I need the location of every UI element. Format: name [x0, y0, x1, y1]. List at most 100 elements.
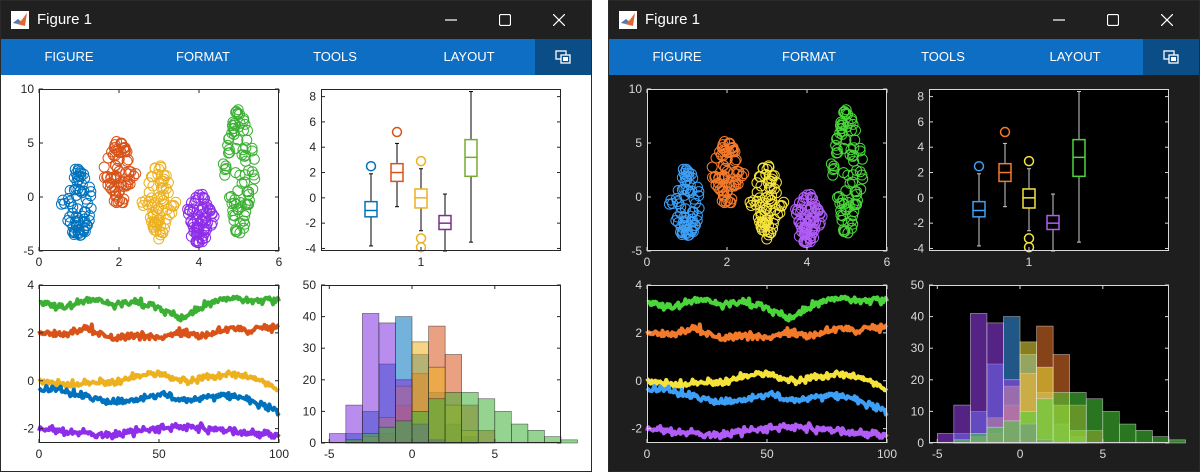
scatter-point	[847, 176, 859, 188]
y-tick-label: 2	[917, 166, 924, 180]
scatter-point	[675, 201, 687, 213]
undock-button[interactable]	[535, 39, 591, 75]
scatter-point	[765, 182, 777, 194]
scatter-point	[806, 192, 818, 204]
y-tick-label: 4	[27, 278, 34, 292]
scatter-point	[682, 185, 694, 197]
scatter-point	[78, 213, 90, 225]
minimize-button[interactable]	[423, 1, 479, 39]
scatter-point	[835, 205, 847, 217]
close-button[interactable]	[531, 1, 587, 39]
tab-layout[interactable]: LAYOUT	[1049, 49, 1101, 64]
line-series	[37, 384, 281, 417]
title-bar[interactable]: Figure 1	[1, 1, 591, 39]
scatter-point	[182, 203, 194, 215]
box-plot	[1072, 91, 1086, 243]
scatter-point	[854, 142, 866, 154]
x-tick-label: 50	[152, 447, 166, 461]
scatter-point	[192, 223, 204, 235]
scatter-point	[831, 144, 843, 156]
scatter-point	[74, 185, 86, 197]
scatter-point	[805, 191, 817, 203]
tab-figure[interactable]: FIGURE	[44, 49, 94, 64]
scatter-point	[236, 149, 248, 161]
scatter-point	[185, 215, 197, 227]
scatter-point	[102, 152, 114, 164]
axes-frame	[929, 89, 1169, 251]
x-tick-label: 0	[409, 447, 416, 461]
scatter-point	[718, 197, 730, 209]
scatter-point	[671, 211, 683, 223]
maximize-button[interactable]	[1085, 1, 1141, 39]
scatter-point	[237, 144, 249, 156]
histogram-bar	[345, 404, 363, 444]
scatter-point	[844, 149, 856, 161]
tab-tools[interactable]: TOOLS	[921, 49, 965, 64]
y-tick-label: -2	[631, 422, 642, 436]
undock-button[interactable]	[1143, 39, 1199, 75]
y-tick-label: 0	[917, 436, 924, 450]
y-tick-label: 0	[27, 374, 34, 388]
scatter-point	[679, 212, 691, 224]
scatter-point	[241, 134, 253, 146]
title-bar[interactable]: Figure 1	[609, 1, 1199, 39]
scatter-series	[98, 136, 142, 209]
scatter-point	[687, 206, 699, 218]
scatter-point	[793, 215, 805, 227]
y-tick-label: 2	[27, 326, 34, 340]
histogram-bar	[970, 433, 988, 444]
scatter-point	[143, 177, 155, 189]
tab-format[interactable]: FORMAT	[782, 49, 836, 64]
scatter-series	[825, 104, 869, 239]
scatter-point	[768, 170, 780, 182]
y-tick-label: 10	[303, 404, 317, 418]
y-tick-label: 40	[911, 310, 925, 324]
y-tick-label: 0	[27, 190, 34, 204]
tab-tools[interactable]: TOOLS	[313, 49, 357, 64]
axes-frame	[39, 285, 279, 443]
scatter-point	[670, 193, 682, 205]
line-series	[37, 421, 281, 441]
tab-layout[interactable]: LAYOUT	[443, 49, 495, 64]
figure-canvas: 0 2 4 6 -5 0 5 10 1 -4 -2 0 2 4 6 8 0 50 100 -2 0 2 4 -5 0 5 0 10 20…	[609, 75, 1199, 471]
scatter-point	[70, 189, 82, 201]
scatter-point	[69, 163, 81, 175]
y-tick-label: 0	[635, 374, 642, 388]
scatter-point	[220, 163, 232, 175]
minimize-button[interactable]	[1031, 1, 1087, 39]
scatter-point	[223, 144, 235, 156]
box-outlier	[1023, 241, 1035, 253]
histogram-bar	[411, 411, 429, 444]
histogram-bar	[1019, 411, 1037, 444]
tab-figure[interactable]: FIGURE	[652, 49, 702, 64]
scatter-point	[72, 183, 84, 195]
axes-frame	[321, 285, 561, 443]
scatter-point	[678, 220, 690, 232]
scatter-point	[798, 195, 810, 207]
maximize-button[interactable]	[477, 1, 533, 39]
axes-frame	[647, 285, 887, 443]
scatter-point	[676, 184, 688, 196]
histogram-bar	[1052, 392, 1070, 444]
scatter-point	[795, 206, 807, 218]
x-tick-label: 100	[269, 447, 289, 461]
y-tick-label: 0	[917, 191, 924, 205]
scatter-point	[771, 209, 783, 221]
tab-format[interactable]: FORMAT	[176, 49, 230, 64]
close-button[interactable]	[1139, 1, 1195, 39]
scatter-point	[854, 145, 866, 157]
y-tick-label: 20	[303, 373, 317, 387]
box-chart: 1 -4 -2 0 2 4 6 8	[913, 89, 1169, 269]
scatter-point	[851, 164, 863, 176]
scatter-point	[228, 123, 240, 135]
scatter-point	[721, 165, 733, 177]
scatter-point	[75, 229, 87, 241]
undock-icon	[1163, 50, 1179, 64]
scatter-point	[751, 177, 763, 189]
y-tick-label: 40	[303, 310, 317, 324]
x-tick-label: 2	[116, 255, 123, 269]
scatter-point	[230, 142, 242, 154]
histogram-bar	[378, 322, 396, 444]
scatter-point	[827, 169, 839, 181]
